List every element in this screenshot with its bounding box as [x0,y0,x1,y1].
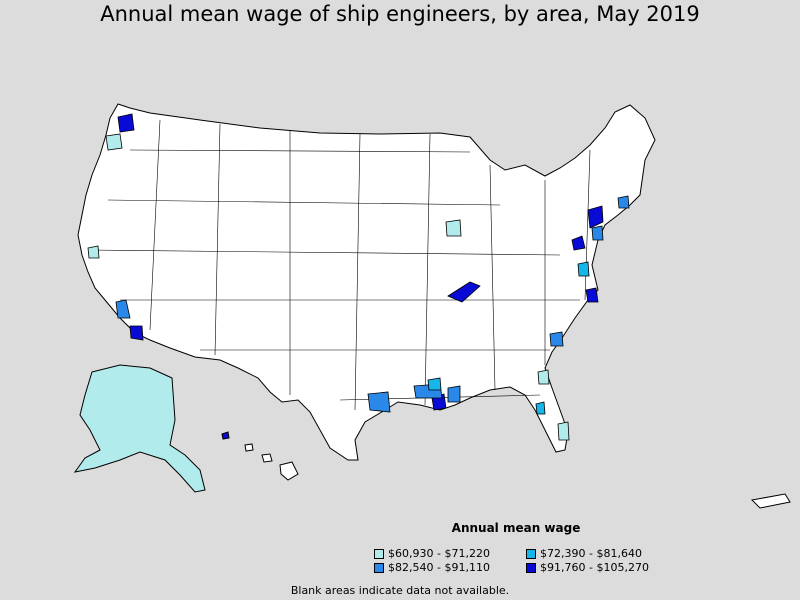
puerto-rico-shape [750,493,791,509]
legend-label-4: $91,760 - $105,270 [540,561,649,574]
legend-swatch-3 [526,548,536,559]
legend-label-3: $72,390 - $81,640 [540,547,642,560]
legend-item-1: $60,930 - $71,220 [374,547,490,560]
legend-swatch-4 [526,562,536,573]
legend-label-1: $60,930 - $71,220 [388,547,490,560]
legend-swatch-2 [374,562,384,573]
footnote: Blank areas indicate data not available. [290,584,510,597]
hawaii-shape [221,431,299,481]
legend-item-4: $91,760 - $105,270 [526,561,649,574]
wage-areas [87,113,630,441]
legend-item-3: $72,390 - $81,640 [526,547,642,560]
legend-item-2: $82,540 - $91,110 [374,561,490,574]
legend-swatch-1 [374,548,384,559]
map-title: Annual mean wage of ship engineers, by a… [100,2,700,26]
area-boundaries [89,119,591,411]
legend-title: Annual mean wage [451,521,581,535]
alaska-shape [73,364,206,493]
legend-label-2: $82,540 - $91,110 [388,561,490,574]
